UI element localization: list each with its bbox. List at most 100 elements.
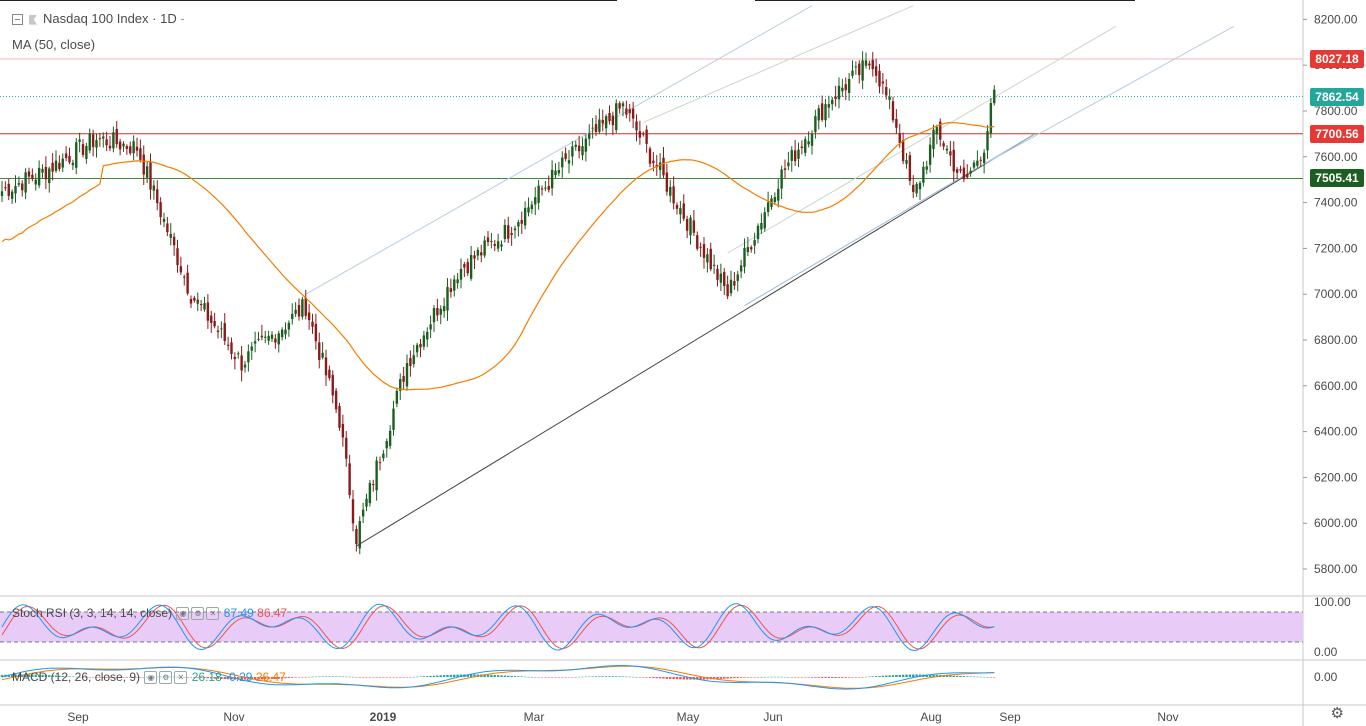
candle-body — [44, 166, 48, 180]
stoch-k-value: 87.49 — [223, 606, 254, 620]
candle-body — [307, 312, 311, 320]
candle-body — [827, 104, 831, 108]
macd-histogram-bar — [507, 675, 510, 677]
candle-body — [912, 184, 915, 193]
candle-body — [274, 338, 277, 343]
macd-histogram-bar — [544, 677, 547, 678]
candle-body — [365, 498, 368, 507]
candle-body — [523, 207, 527, 226]
macd-histogram-bar — [14, 674, 17, 677]
macd-histogram-bar — [149, 676, 152, 678]
macd-histogram-bar — [345, 676, 348, 678]
candle-body — [675, 204, 679, 209]
candle-body — [729, 279, 733, 294]
macd-histogram-bar — [760, 676, 763, 678]
candle-body — [550, 169, 554, 189]
macd-histogram-bar — [334, 676, 338, 677]
candle-body — [986, 131, 989, 151]
macd-histogram-bar — [726, 677, 729, 679]
macd-histogram-bar — [594, 676, 598, 677]
candle-body — [834, 96, 837, 100]
macd-histogram-bar — [54, 675, 58, 677]
candle-body — [395, 390, 399, 404]
macd-histogram-bar — [547, 677, 550, 678]
y-tick-label: 7800.00 — [1314, 104, 1358, 118]
macd-histogram-bar — [210, 677, 213, 679]
macd-histogram-bar — [436, 675, 439, 677]
macd-histogram-bar — [226, 677, 230, 680]
symbol-name[interactable]: Nasdaq 100 Index — [43, 11, 149, 26]
macd-histogram-bar — [199, 677, 203, 678]
x-tick-label: Sep — [999, 710, 1021, 724]
macd-histogram-bar — [24, 674, 27, 677]
ma-legend[interactable]: MA (50, close) — [12, 37, 95, 52]
candle-body — [85, 146, 88, 159]
candle-body — [297, 305, 301, 317]
eye-icon[interactable]: ◉ — [144, 671, 158, 685]
macd-histogram-bar — [402, 677, 405, 678]
macd-legend[interactable]: MACD (12, 26, close, 9) ◉ ⚙ ✕ 26.18 -0.29 … — [12, 670, 286, 685]
macd-histogram-bar — [442, 675, 446, 677]
candle-body — [64, 153, 68, 158]
candle-body — [355, 529, 358, 545]
candle-body — [287, 322, 291, 330]
eye-icon[interactable]: ◉ — [176, 607, 190, 621]
x-tick-label: May — [677, 710, 700, 724]
flag-icon[interactable] — [29, 14, 37, 25]
macd-histogram-bar — [550, 677, 554, 678]
macd-histogram-bar — [564, 677, 567, 678]
macd-histogram-bar — [338, 676, 341, 678]
macd-line — [1, 665, 995, 690]
candle-body — [736, 274, 739, 281]
macd-histogram-bar — [314, 676, 318, 678]
macd-histogram-bar — [733, 677, 736, 679]
macd-histogram-bar — [652, 677, 655, 678]
stoch-rsi-legend[interactable]: Stoch RSI (3, 3, 14, 14, close) ◉ ⚙ ✕ 87.4… — [12, 606, 287, 621]
settings-icon[interactable]: ⚙ — [1330, 705, 1344, 722]
candle-body — [763, 212, 766, 229]
macd-histogram-bar — [415, 676, 419, 678]
macd-histogram-bar — [44, 675, 48, 677]
candle-body — [257, 339, 260, 341]
gear-icon[interactable]: ⚙ — [159, 671, 173, 685]
collapse-icon[interactable] — [12, 14, 23, 26]
macd-histogram-bar — [642, 677, 645, 678]
close-icon[interactable]: ✕ — [174, 671, 188, 685]
macd-histogram-bar — [135, 677, 139, 678]
candle-body — [685, 219, 689, 231]
candle-body — [243, 364, 247, 368]
macd-histogram-bar — [351, 676, 355, 678]
gear-icon[interactable]: ⚙ — [191, 607, 205, 621]
y-tick-label: 6800.00 — [1314, 333, 1358, 347]
macd-histogram-bar — [68, 676, 71, 677]
candle-body — [540, 188, 544, 190]
candle-body — [777, 188, 780, 201]
candle-body — [625, 108, 628, 115]
trendline — [727, 25, 1117, 254]
candle-body — [662, 157, 665, 176]
interval-label[interactable]: 1D — [160, 11, 177, 26]
macd-histogram-bar — [37, 674, 41, 677]
candle-body — [824, 104, 827, 121]
candle-body — [891, 101, 895, 121]
candle-body — [284, 329, 287, 335]
stoch-rsi-label: Stoch RSI (3, 3, 14, 14, close) — [12, 606, 173, 620]
candle-body — [682, 203, 685, 219]
candle-body — [277, 333, 280, 345]
x-tick-label: Aug — [920, 710, 941, 724]
macd-histogram-bar — [817, 677, 820, 678]
macd-histogram-bar — [51, 675, 54, 677]
candle-body — [939, 121, 942, 140]
candle-body — [476, 249, 480, 256]
macd-histogram-bar — [378, 677, 382, 678]
macd-histogram-bar — [294, 677, 297, 678]
candle-body — [419, 343, 422, 348]
macd-histogram-bar — [61, 675, 64, 677]
macd-histogram-bar — [878, 675, 881, 677]
candle-body — [753, 240, 756, 246]
macd-histogram-bar — [257, 677, 260, 680]
close-icon[interactable]: ✕ — [206, 607, 220, 621]
macd-histogram-bar — [844, 677, 847, 678]
macd-histogram-bar — [685, 677, 689, 680]
